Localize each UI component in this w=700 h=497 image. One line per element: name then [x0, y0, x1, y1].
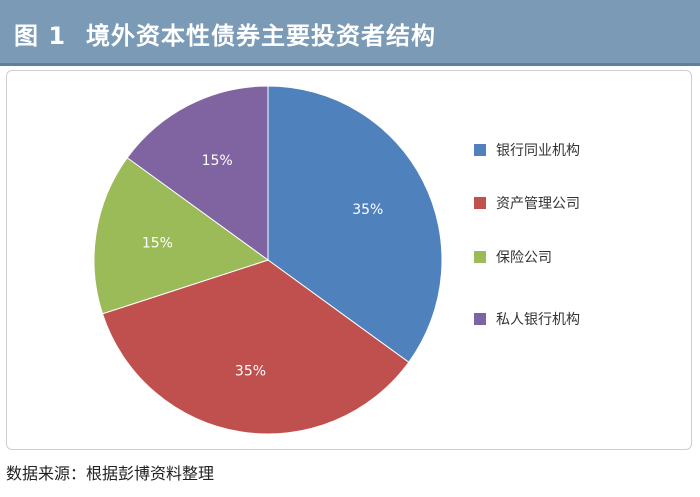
legend-swatch: [474, 144, 486, 156]
pie-slice: [126, 85, 269, 261]
figure-label: 图 1: [14, 22, 67, 50]
figure-header: 图 1 境外资本性债券主要投资者结构: [0, 0, 700, 66]
pie-slice: [93, 157, 270, 315]
legend-swatch: [474, 251, 486, 263]
data-source-note: 数据来源：根据彭博资料整理: [6, 464, 215, 483]
pie-data-label: 15%: [202, 153, 233, 169]
legend-label: 保险公司: [496, 250, 552, 266]
pie-slice: [267, 85, 443, 363]
legend-label: 银行同业机构: [496, 143, 580, 159]
legend-item: 银行同业机构: [474, 140, 580, 160]
legend-item: 资产管理公司: [474, 193, 580, 213]
legend-label: 资产管理公司: [496, 196, 580, 212]
chart-title: 境外资本性债券主要投资者结构: [86, 22, 436, 50]
pie-data-label: 35%: [352, 202, 383, 218]
pie-data-label: 15%: [142, 235, 173, 251]
legend-swatch: [474, 197, 486, 209]
legend-label: 私人银行机构: [496, 312, 580, 328]
legend-item: 私人银行机构: [474, 309, 580, 329]
legend-swatch: [474, 313, 486, 325]
pie-slice: [101, 259, 410, 435]
legend-item: 保险公司: [474, 247, 552, 267]
pie-data-label: 35%: [235, 364, 266, 380]
